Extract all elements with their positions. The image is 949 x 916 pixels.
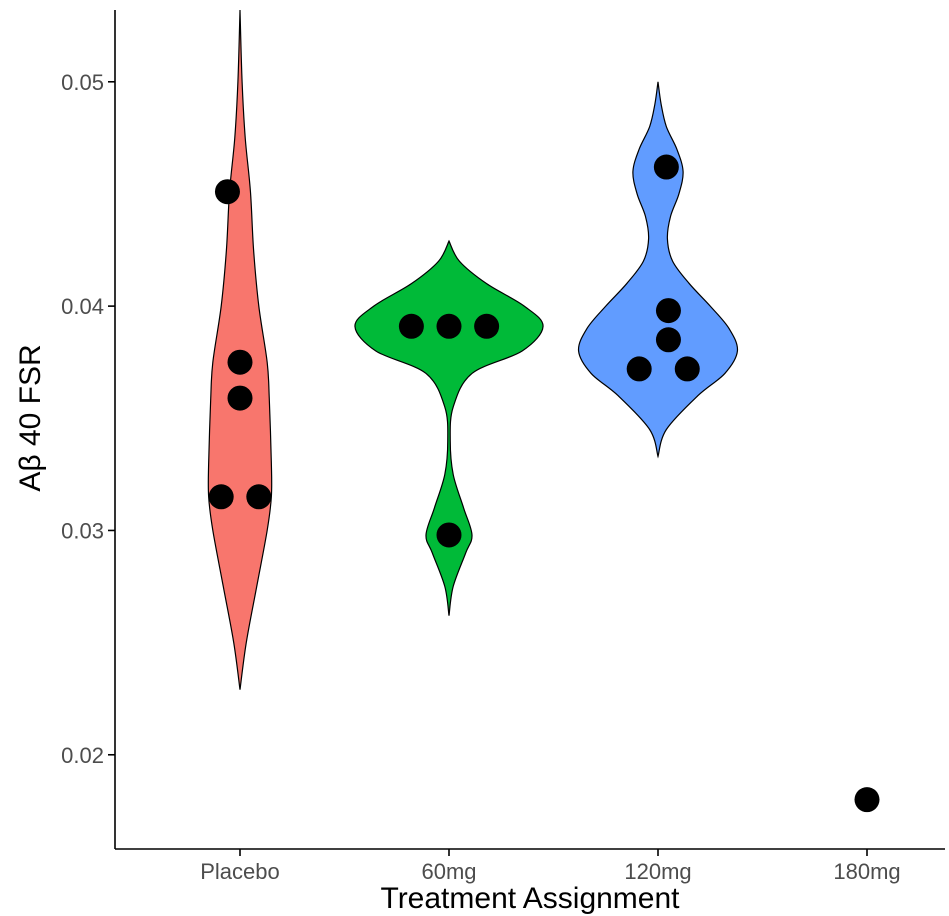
x-axis-ticks: Placebo 60mg 120mg 180mg <box>200 849 901 884</box>
data-point-120mg-3 <box>655 327 681 353</box>
data-point-60mg-2 <box>436 313 462 339</box>
y-axis-title: Aβ 40 FSR <box>14 344 47 491</box>
data-point-placebo-5 <box>214 179 240 205</box>
data-point-120mg-2 <box>655 298 681 324</box>
y-axis-ticks: 0.02 0.03 0.04 0.05 <box>61 70 115 768</box>
y-tick-label: 0.03 <box>61 518 104 543</box>
y-tick-label: 0.05 <box>61 70 104 95</box>
violin-120mg <box>577 81 739 459</box>
data-point-placebo-3 <box>227 385 253 411</box>
violins-layer <box>207 9 739 690</box>
x-tick-label: 60mg <box>421 859 476 884</box>
violin-60mg <box>354 239 544 616</box>
x-tick-label: 120mg <box>624 859 691 884</box>
y-tick-label: 0.04 <box>61 294 104 319</box>
data-point-60mg-3 <box>474 313 500 339</box>
data-point-180mg-1 <box>854 787 880 813</box>
x-axis-title: Treatment Assignment <box>380 882 680 915</box>
data-point-120mg-5 <box>674 356 700 382</box>
data-point-120mg-1 <box>653 154 679 180</box>
points-layer <box>208 154 880 813</box>
data-point-120mg-4 <box>626 356 652 382</box>
data-point-placebo-1 <box>208 484 234 510</box>
y-tick-label: 0.02 <box>61 743 104 768</box>
data-point-60mg-4 <box>436 522 462 548</box>
x-tick-label: Placebo <box>200 859 280 884</box>
x-tick-label: 180mg <box>833 859 900 884</box>
data-point-placebo-2 <box>246 484 272 510</box>
data-point-60mg-1 <box>398 313 424 339</box>
data-point-placebo-4 <box>227 349 253 375</box>
